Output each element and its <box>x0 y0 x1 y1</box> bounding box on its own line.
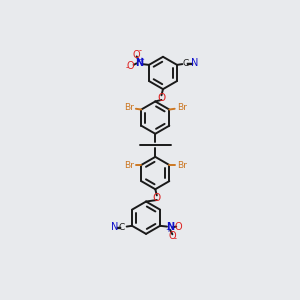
Text: Br: Br <box>177 103 187 112</box>
Text: N: N <box>191 58 198 68</box>
Text: O: O <box>169 231 176 241</box>
Text: -: - <box>139 46 142 56</box>
Text: +: + <box>165 227 171 233</box>
Text: Br: Br <box>177 161 187 170</box>
Text: C: C <box>119 223 125 232</box>
Text: Br: Br <box>124 103 134 112</box>
Text: N: N <box>166 222 174 232</box>
Text: N: N <box>135 58 143 68</box>
Text: O: O <box>153 193 161 203</box>
Text: O: O <box>133 50 140 60</box>
Text: Br: Br <box>124 161 134 170</box>
Text: O: O <box>157 93 166 103</box>
Text: O: O <box>175 222 182 232</box>
Text: C: C <box>182 59 189 68</box>
Text: +: + <box>138 57 144 63</box>
Text: O: O <box>127 61 134 70</box>
Text: -: - <box>174 234 177 243</box>
Text: N: N <box>111 222 119 232</box>
Text: -: - <box>126 64 129 73</box>
